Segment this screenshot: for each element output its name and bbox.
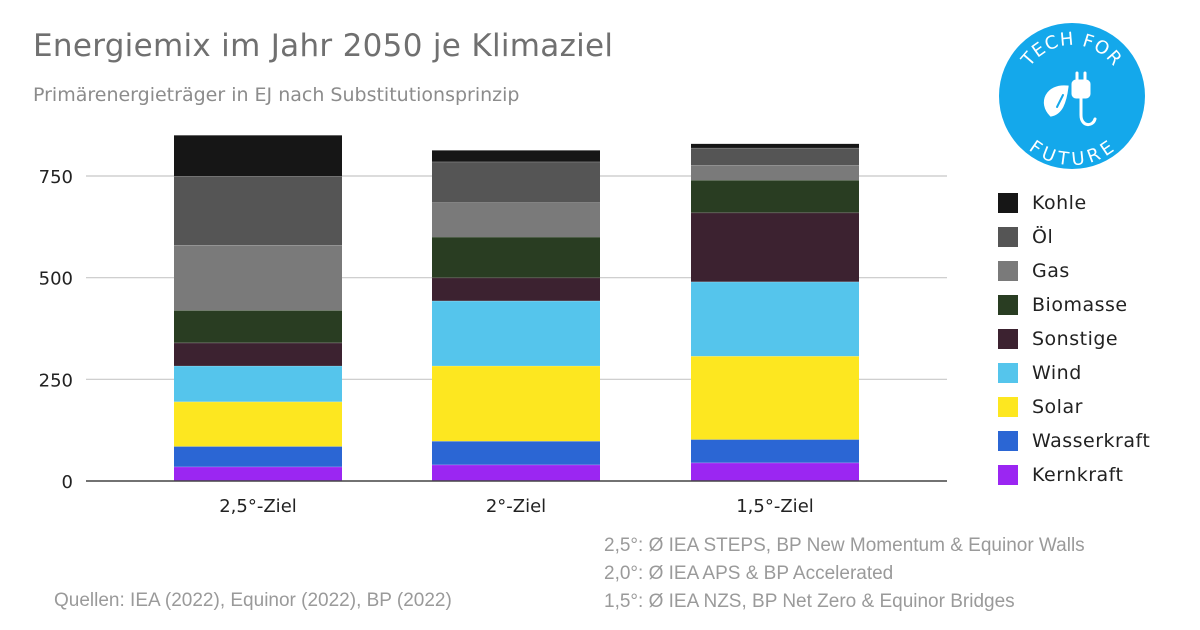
- legend-label: Wasserkraft: [1032, 430, 1151, 452]
- bar-segment-kohle: [691, 143, 859, 148]
- legend-item: Kernkraft: [998, 458, 1150, 492]
- bar-segment-wind: [432, 300, 600, 366]
- legend-label: Sonstige: [1032, 328, 1119, 350]
- bar-segment-öl: [174, 176, 342, 246]
- bar-segment-kernkraft: [174, 466, 342, 481]
- y-tick-label: 250: [39, 370, 73, 391]
- legend-swatch: [998, 295, 1018, 315]
- legend-swatch: [998, 329, 1018, 349]
- scenario-note: 1,5°: Ø IEA NZS, BP Net Zero & Equinor B…: [604, 591, 1015, 612]
- bar-segment-sonstige: [432, 277, 600, 301]
- legend-label: Öl: [1032, 226, 1054, 248]
- legend-swatch: [998, 227, 1018, 247]
- bar-segment-wasserkraft: [174, 446, 342, 467]
- scenario-note: 2,0°: Ø IEA APS & BP Accelerated: [604, 563, 894, 584]
- legend-label: Gas: [1032, 260, 1070, 282]
- bar-segment-solar: [691, 356, 859, 440]
- legend-swatch: [998, 465, 1018, 485]
- bar-segment-öl: [691, 147, 859, 166]
- legend-label: Wind: [1032, 362, 1082, 384]
- bar-segment-biomasse: [432, 237, 600, 278]
- legend-item: Öl: [998, 220, 1150, 254]
- legend-label: Biomasse: [1032, 294, 1128, 316]
- chart-title: Energiemix im Jahr 2050 je Klimaziel: [33, 28, 614, 64]
- tech-for-future-logo: TECH FOR FUTURE: [999, 23, 1145, 170]
- legend-item: Kohle: [998, 186, 1150, 220]
- legend-label: Solar: [1032, 396, 1083, 418]
- scenario-note: 2,5°: Ø IEA STEPS, BP New Momentum & Equ…: [604, 535, 1085, 556]
- legend-item: Wind: [998, 356, 1150, 390]
- legend-item: Sonstige: [998, 322, 1150, 356]
- chart-subtitle: Primärenergieträger in EJ nach Substitut…: [33, 84, 520, 106]
- legend-item: Solar: [998, 390, 1150, 424]
- bar-segment-sonstige: [691, 212, 859, 282]
- legend-item: Biomasse: [998, 288, 1150, 322]
- bars: [174, 135, 859, 481]
- legend-item: Gas: [998, 254, 1150, 288]
- bar-segment-kohle: [432, 150, 600, 162]
- leaf-plug-icon: [1044, 71, 1097, 126]
- legend-swatch: [998, 261, 1018, 281]
- legend: Kohle Öl Gas Biomasse Sonstige Wind Solar Wasse…: [998, 186, 1150, 492]
- x-category-label: 2,5°-Ziel: [219, 496, 297, 517]
- x-category-label: 1,5°-Ziel: [736, 496, 814, 517]
- bar-segment-kernkraft: [691, 462, 859, 481]
- legend-swatch: [998, 363, 1018, 383]
- logo-badge: TECH FOR FUTURE: [999, 23, 1145, 170]
- y-tick-label: 0: [62, 472, 73, 493]
- legend-swatch: [998, 193, 1018, 213]
- legend-swatch: [998, 431, 1018, 451]
- bar-segment-sonstige: [174, 342, 342, 366]
- bar-segment-solar: [174, 401, 342, 447]
- legend-swatch: [998, 397, 1018, 417]
- y-tick-label: 750: [39, 167, 73, 188]
- legend-item: Wasserkraft: [998, 424, 1150, 458]
- bar-segment-solar: [432, 365, 600, 442]
- legend-label: Kernkraft: [1032, 464, 1124, 486]
- bar-segment-biomasse: [691, 180, 859, 213]
- bar-segment-öl: [432, 161, 600, 203]
- axes: 0 250 500 750 2,5°-Ziel 2°-Ziel 1,5°-Ziel: [39, 167, 947, 517]
- bar-segment-wind: [691, 281, 859, 357]
- bar-segment-kohle: [174, 135, 342, 176]
- bar-segment-gas: [432, 202, 600, 237]
- bar-segment-wasserkraft: [691, 439, 859, 463]
- source-note: Quellen: IEA (2022), Equinor (2022), BP …: [54, 590, 452, 611]
- scenario-notes: 2,5°: Ø IEA STEPS, BP New Momentum & Equ…: [604, 532, 1085, 616]
- bar-segment-wasserkraft: [432, 441, 600, 465]
- y-tick-label: 500: [39, 269, 73, 290]
- bar-segment-gas: [691, 165, 859, 181]
- bar-segment-gas: [174, 245, 342, 311]
- x-category-label: 2°-Ziel: [486, 496, 546, 517]
- bar-segment-biomasse: [174, 310, 342, 343]
- legend-label: Kohle: [1032, 192, 1087, 214]
- bar-segment-wind: [174, 365, 342, 402]
- bar-segment-kernkraft: [432, 464, 600, 481]
